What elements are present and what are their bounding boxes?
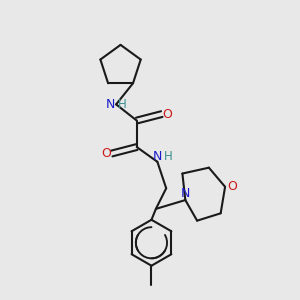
Text: O: O xyxy=(101,147,111,160)
Text: N: N xyxy=(181,187,190,200)
Text: O: O xyxy=(163,108,172,121)
Text: N: N xyxy=(153,150,162,163)
Text: H: H xyxy=(164,150,173,163)
Text: O: O xyxy=(227,180,237,193)
Text: N: N xyxy=(106,98,116,111)
Text: H: H xyxy=(118,98,127,111)
